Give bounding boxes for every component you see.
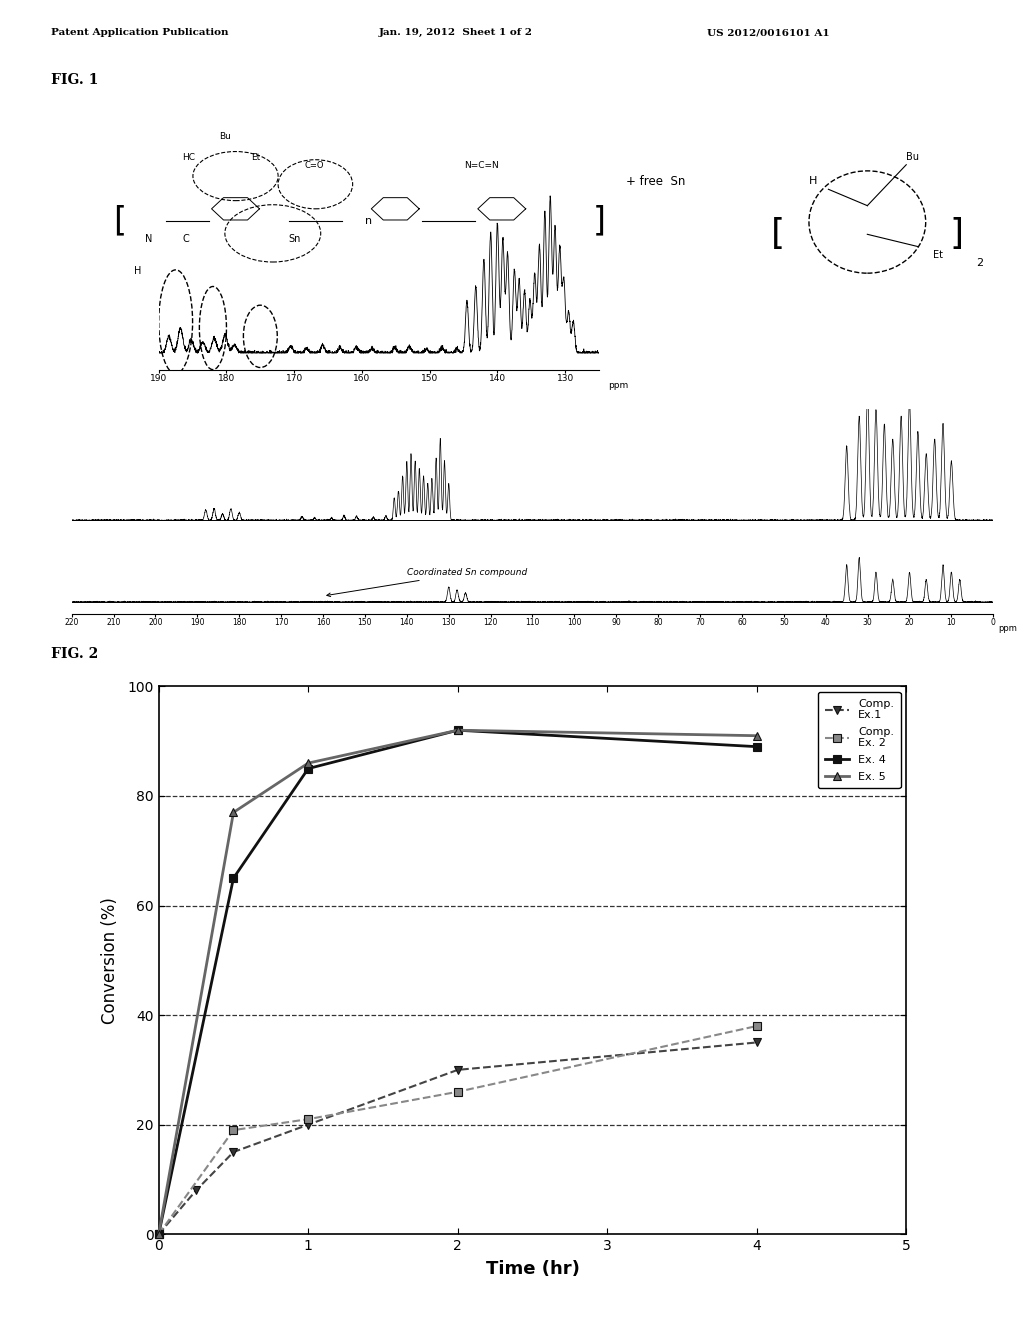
Text: 2: 2 bbox=[976, 257, 983, 268]
Text: n: n bbox=[366, 216, 372, 226]
Text: HC: HC bbox=[182, 153, 196, 162]
Text: FIG. 2: FIG. 2 bbox=[51, 647, 98, 661]
Text: ]: ] bbox=[592, 205, 605, 238]
Text: ppm: ppm bbox=[997, 624, 1017, 634]
Text: + free  Sn: + free Sn bbox=[626, 174, 685, 187]
Text: ]: ] bbox=[950, 218, 964, 251]
Text: US 2012/0016101 A1: US 2012/0016101 A1 bbox=[707, 28, 829, 37]
Text: Et: Et bbox=[934, 249, 943, 260]
Text: C: C bbox=[182, 234, 189, 244]
Text: [: [ bbox=[771, 218, 784, 251]
Text: Jan. 19, 2012  Sheet 1 of 2: Jan. 19, 2012 Sheet 1 of 2 bbox=[379, 28, 532, 37]
Text: Et: Et bbox=[252, 153, 261, 162]
Text: Patent Application Publication: Patent Application Publication bbox=[51, 28, 228, 37]
Legend: Comp.
Ex.1, Comp.
Ex. 2, Ex. 4, Ex. 5: Comp. Ex.1, Comp. Ex. 2, Ex. 4, Ex. 5 bbox=[818, 692, 901, 788]
Text: Sn: Sn bbox=[289, 234, 301, 244]
Text: N: N bbox=[145, 234, 153, 244]
Text: C=O: C=O bbox=[305, 161, 325, 170]
X-axis label: Time (hr): Time (hr) bbox=[485, 1261, 580, 1278]
Y-axis label: Conversion (%): Conversion (%) bbox=[101, 896, 119, 1024]
Text: H: H bbox=[134, 267, 141, 276]
Text: H: H bbox=[809, 176, 817, 186]
Text: N=C=N: N=C=N bbox=[465, 161, 500, 170]
Text: Bu: Bu bbox=[219, 132, 231, 141]
Text: Coordinated Sn compound: Coordinated Sn compound bbox=[327, 568, 527, 597]
Text: [: [ bbox=[113, 205, 126, 238]
Text: Bu: Bu bbox=[906, 152, 920, 161]
Text: ppm: ppm bbox=[608, 381, 628, 389]
Text: FIG. 1: FIG. 1 bbox=[51, 73, 98, 87]
